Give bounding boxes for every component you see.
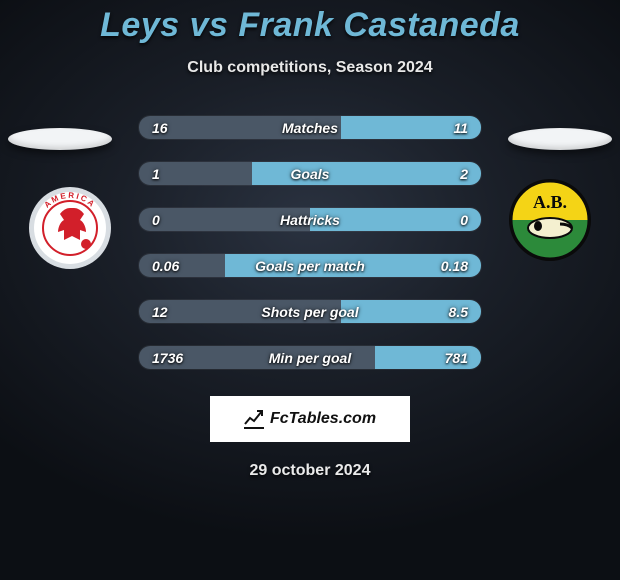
stat-text: 0Hattricks0 [138, 207, 482, 232]
stat-value-right: 781 [445, 350, 468, 366]
stat-text: 16Matches11 [138, 115, 482, 140]
stat-label: Goals [138, 166, 482, 182]
stat-row: 16Matches11 [138, 115, 482, 140]
watermark-text: FcTables.com [270, 410, 376, 428]
club-badge-left: AMERICA [28, 186, 112, 270]
club-badge-right: A.B. [508, 178, 592, 262]
stat-value-right: 0.18 [441, 258, 468, 274]
stat-value-right: 0 [460, 212, 468, 228]
stat-text: 1736Min per goal781 [138, 345, 482, 370]
chart-icon [244, 409, 264, 429]
stat-value-left: 1736 [152, 350, 183, 366]
card: Leys vs Frank Castaneda Club competition… [0, 0, 620, 580]
stat-value-left: 0.06 [152, 258, 179, 274]
stat-row: 12Shots per goal8.5 [138, 299, 482, 324]
stat-value-right: 8.5 [449, 304, 468, 320]
stat-label: Goals per match [138, 258, 482, 274]
subtitle: Club competitions, Season 2024 [0, 59, 620, 77]
player-oval-left [8, 128, 112, 150]
stat-value-right: 2 [460, 166, 468, 182]
stat-row: 0.06Goals per match0.18 [138, 253, 482, 278]
stat-value-right: 11 [453, 120, 468, 136]
stat-value-left: 1 [152, 166, 160, 182]
stats-list: 16Matches111Goals20Hattricks00.06Goals p… [138, 115, 482, 370]
stat-label: Min per goal [138, 350, 482, 366]
stat-value-left: 12 [152, 304, 168, 320]
player-oval-right [508, 128, 612, 150]
stat-label: Hattricks [138, 212, 482, 228]
stat-value-left: 16 [152, 120, 168, 136]
stat-label: Shots per goal [138, 304, 482, 320]
date-text: 29 october 2024 [0, 462, 620, 480]
stat-text: 12Shots per goal8.5 [138, 299, 482, 324]
stat-text: 1Goals2 [138, 161, 482, 186]
stat-text: 0.06Goals per match0.18 [138, 253, 482, 278]
watermark: FcTables.com [210, 396, 410, 442]
svg-text:A.B.: A.B. [533, 192, 567, 212]
stat-label: Matches [138, 120, 482, 136]
stat-row: 1736Min per goal781 [138, 345, 482, 370]
stat-value-left: 0 [152, 212, 160, 228]
stat-row: 1Goals2 [138, 161, 482, 186]
stat-row: 0Hattricks0 [138, 207, 482, 232]
page-title: Leys vs Frank Castaneda [0, 0, 620, 45]
